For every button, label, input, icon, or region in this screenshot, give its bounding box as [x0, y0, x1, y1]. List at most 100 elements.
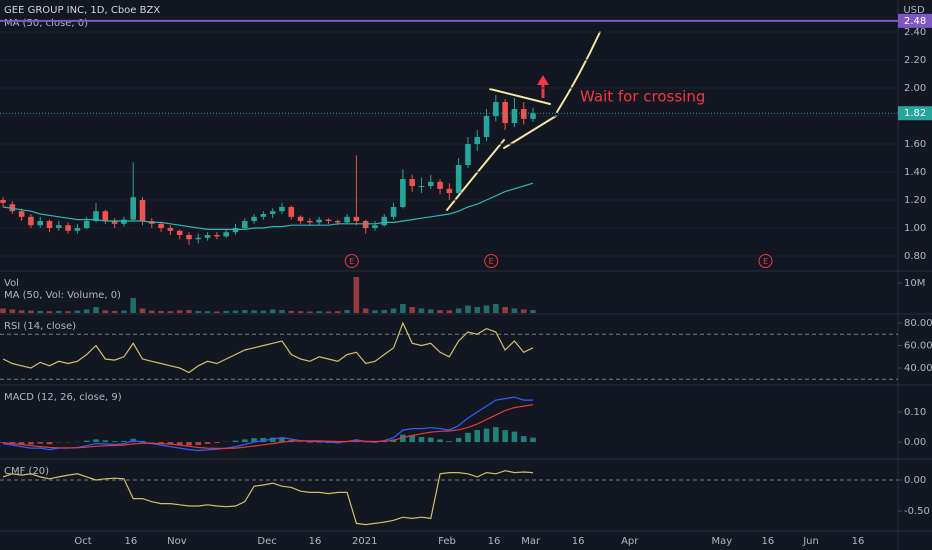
- volume-bar: [316, 311, 322, 313]
- histogram-bar: [251, 438, 257, 443]
- candle-body: [446, 188, 453, 194]
- indicator-line: [2, 470, 534, 526]
- y-tick-label: 1.40: [904, 167, 926, 178]
- candle-body: [251, 216, 257, 222]
- y-tick-label: 40.00: [904, 363, 932, 374]
- volume-bar: [465, 305, 471, 313]
- y-tick-label: 0.10: [904, 407, 926, 418]
- histogram-bar: [121, 440, 127, 443]
- projection: [556, 31, 601, 113]
- volume-bar: [288, 310, 295, 313]
- x-tick-label: Nov: [167, 536, 187, 547]
- y-tick-label: 60.00: [904, 341, 932, 352]
- volume-bar: [102, 310, 109, 313]
- y-tick-label: 2.20: [904, 55, 926, 66]
- candle-body: [483, 116, 490, 138]
- candle-body: [18, 211, 25, 217]
- histogram-bar: [474, 430, 481, 443]
- histogram-bar: [511, 431, 518, 443]
- arrow: [537, 75, 549, 98]
- volume-bar: [214, 311, 220, 313]
- candle-body: [111, 221, 118, 224]
- volume-bar: [83, 309, 90, 313]
- candle-body: [325, 219, 332, 222]
- candle-body: [269, 211, 276, 215]
- ma-legend: MA (50, close, 0): [4, 18, 88, 29]
- volume-bar: [251, 310, 257, 313]
- candle-body: [288, 207, 295, 217]
- y-tick-label: 1.20: [904, 195, 926, 206]
- histogram-bar: [186, 442, 192, 446]
- volume-bar: [418, 308, 425, 313]
- volume-bar: [18, 310, 25, 313]
- candle-body: [121, 219, 127, 224]
- candle-body: [279, 207, 285, 212]
- volume-bar: [381, 310, 388, 313]
- volume-bar: [93, 307, 99, 313]
- candle-body: [409, 179, 415, 187]
- candle-body: [83, 221, 90, 229]
- volume-bar: [437, 310, 443, 313]
- pane-title: Vol: [4, 278, 19, 289]
- candle-body: [316, 219, 322, 223]
- volume-bar: [176, 310, 183, 313]
- volume-bar: [139, 308, 146, 313]
- volume-bar: [279, 310, 285, 313]
- candle-body: [381, 216, 388, 226]
- y-tick-label: 10M: [904, 278, 925, 289]
- x-tick-label: Dec: [257, 536, 276, 547]
- histogram-bar: [530, 437, 536, 443]
- candle-body: [455, 165, 462, 194]
- histogram-bar: [409, 435, 415, 443]
- trendline: [489, 88, 551, 105]
- histogram-bar: [483, 428, 490, 443]
- candle-body: [232, 228, 239, 233]
- y-tick-label: -0.50: [904, 506, 930, 517]
- candle-body: [65, 225, 71, 231]
- x-tick-label: Apr: [621, 536, 639, 547]
- candle-body: [390, 207, 397, 217]
- pane-title: MACD (12, 26, close, 9): [4, 392, 122, 403]
- candle-body: [427, 181, 434, 187]
- volume-bar: [186, 310, 192, 313]
- earnings-label: E: [763, 257, 768, 266]
- x-tick-label: Feb: [438, 536, 456, 547]
- hline-label: 2.48: [904, 16, 926, 27]
- ma-line: [2, 182, 534, 230]
- candle-body: [102, 211, 109, 222]
- histogram-bar: [28, 442, 34, 445]
- y-tick-label: 0.00: [904, 437, 926, 448]
- volume-bar: [9, 309, 16, 313]
- histogram-bar: [176, 442, 183, 446]
- volume-bar: [325, 311, 332, 313]
- currency: USD: [903, 5, 925, 16]
- x-tick-label: 2021: [352, 536, 377, 547]
- volume-bar: [46, 311, 53, 313]
- candle-body: [0, 200, 6, 203]
- histogram-bar: [502, 430, 508, 443]
- trendline: [446, 139, 505, 211]
- histogram-bar: [18, 442, 25, 445]
- volume-bar: [474, 307, 481, 313]
- candle-body: [130, 197, 136, 220]
- candle-body: [334, 221, 341, 223]
- candle-body: [56, 225, 62, 229]
- trend-drawings: [446, 31, 601, 211]
- volume-bar: [204, 311, 211, 313]
- price-label-box: [898, 106, 932, 121]
- volume-bar: [307, 311, 313, 313]
- histogram-bar: [520, 436, 527, 443]
- y-tick-label: 80.00: [904, 318, 932, 329]
- earnings-marker: [758, 254, 773, 268]
- earnings-marker: [484, 254, 499, 268]
- volume-bar: [223, 310, 229, 313]
- indicator-line: [2, 321, 534, 374]
- y-tick-label: 2.00: [904, 83, 926, 94]
- candle-body: [74, 228, 81, 231]
- candle-body: [158, 223, 164, 229]
- volume-bar: [455, 308, 462, 313]
- volume-bar: [130, 298, 136, 313]
- candle-body: [307, 221, 313, 223]
- volume-bar: [297, 311, 304, 313]
- y-tick-label: 0.00: [904, 475, 926, 486]
